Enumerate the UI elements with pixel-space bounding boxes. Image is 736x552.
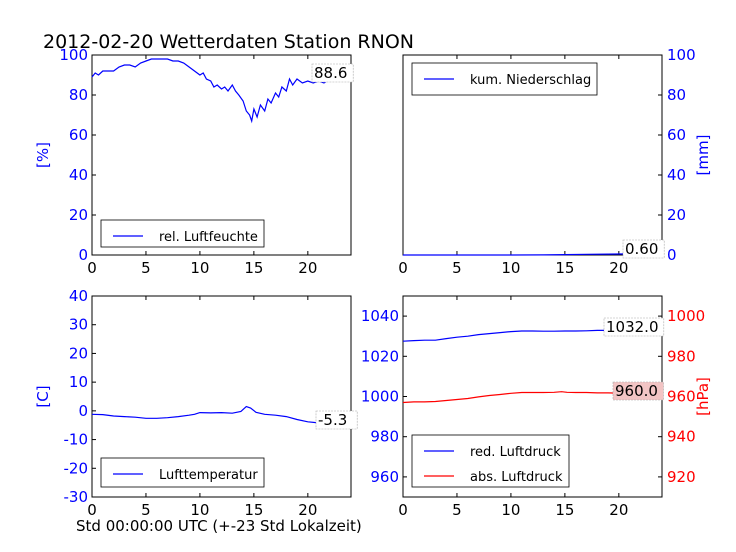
last-value-label: -5.3 (318, 411, 347, 429)
x-axis-label: Std 00:00:00 UTC (+-23 Std Lokalzeit) (76, 517, 362, 535)
x-tick-label: 0 (87, 259, 97, 277)
x-tick-label: 5 (141, 259, 151, 277)
x-tick-label: 0 (398, 259, 408, 277)
x-tick-label: 15 (555, 501, 574, 519)
chart-temperature: 0 5 10 15 20 -30 -20 -10 0 10 20 30 40 [C] -5.3 Lufttem… (34, 287, 358, 519)
y-tick-label: 60 (69, 126, 88, 144)
y-tick-label: 40 (69, 287, 88, 305)
last-value-label-box (622, 239, 665, 259)
last-value-label: 960.0 (615, 382, 658, 400)
y-tick-label: 960 (667, 388, 696, 406)
x-tick-label: 15 (244, 259, 263, 277)
y-tick-label: -20 (64, 459, 89, 477)
x-tick-label: 10 (190, 501, 209, 519)
last-value-label: 88.6 (314, 64, 347, 82)
y-tick-label: 920 (667, 468, 696, 486)
x-tick-label: 20 (298, 501, 317, 519)
legend-label: kum. Niederschlag (470, 73, 591, 88)
legend-label: Lufttemperatur (159, 468, 258, 483)
y-tick-label: 60 (667, 126, 686, 144)
y-tick-label: 0 (667, 246, 677, 264)
y-tick-label: 980 (370, 428, 399, 446)
last-value-label: 0.60 (625, 240, 658, 258)
legend-label: red. Luftdruck (470, 445, 561, 460)
y-tick-label: 980 (667, 347, 696, 365)
y-tick-label: 40 (69, 166, 88, 184)
y-tick-label: 1040 (361, 307, 399, 325)
chart-precipitation: 0 5 10 15 20 0 20 40 60 80 100 [mm] 0.60 kum. Nieders… (398, 46, 712, 277)
x-tick-label: 5 (141, 501, 151, 519)
legend-box (411, 434, 570, 488)
y-tick-label: 40 (667, 166, 686, 184)
x-tick-label: 10 (190, 259, 209, 277)
chart-humidity: 0 5 10 15 20 0 20 40 60 80 100 [%] 88.6 rel. Luftfeuc… (34, 46, 354, 277)
y-tick-label: 100 (667, 46, 696, 64)
y-tick-label: 1020 (361, 347, 399, 365)
last-value-label: 1032.0 (606, 318, 659, 336)
x-tick-label: 0 (398, 501, 408, 519)
legend-label: rel. Luftfeuchte (159, 230, 258, 245)
last-value-label-box (612, 381, 664, 401)
y-tick-label: 30 (69, 316, 88, 334)
y-tick-label: 20 (69, 206, 88, 224)
y-tick-label: 10 (69, 373, 88, 391)
y-tick-label: 100 (59, 46, 88, 64)
chart-pressure: 0 5 10 15 20 960 980 1000 1020 1040 920 940 960 980 10… (361, 295, 712, 519)
legend-box (100, 219, 265, 248)
x-tick-label: 20 (609, 259, 628, 277)
figure-title: 2012-02-20 Wetterdaten Station RNON (43, 31, 414, 53)
y-tick-label: 960 (370, 468, 399, 486)
y-tick-label: 80 (667, 86, 686, 104)
y-tick-label: 20 (667, 206, 686, 224)
series-line-kum-niederschlag (403, 253, 663, 256)
last-value-label-box (311, 63, 354, 83)
y-axis-label: [%] (34, 142, 52, 168)
y-tick-label: 0 (78, 402, 88, 420)
x-tick-label: 15 (244, 501, 263, 519)
y-tick-label: -10 (64, 431, 89, 449)
y-tick-label: 80 (69, 86, 88, 104)
y-tick-label: 0 (78, 246, 88, 264)
legend-label: abs. Luftdruck (470, 470, 563, 485)
plot-frame (91, 295, 352, 498)
series-line-lufttemperatur (91, 405, 352, 427)
y-tick-label: 20 (69, 344, 88, 362)
y-tick-label: 1000 (667, 307, 705, 325)
x-tick-label: 5 (452, 259, 462, 277)
x-tick-label: 10 (501, 501, 520, 519)
y-tick-label: -30 (64, 488, 89, 506)
y-axis-label: [hPa] (694, 377, 712, 416)
last-value-label-box (603, 317, 665, 337)
legend-box (100, 457, 265, 488)
x-tick-label: 15 (555, 259, 574, 277)
y-axis-label: [C] (34, 385, 52, 407)
x-tick-label: 20 (298, 259, 317, 277)
x-tick-label: 20 (609, 501, 628, 519)
x-tick-label: 10 (501, 259, 520, 277)
y-tick-label: 1000 (361, 388, 399, 406)
y-tick-label: 940 (667, 428, 696, 446)
last-value-label-box (315, 410, 358, 430)
y-axis-label: [mm] (694, 135, 712, 176)
x-tick-label: 5 (452, 501, 462, 519)
series-line-rel-luftfeuchte (91, 58, 352, 124)
x-tick-label: 0 (87, 501, 97, 519)
plot-frame (91, 54, 352, 256)
